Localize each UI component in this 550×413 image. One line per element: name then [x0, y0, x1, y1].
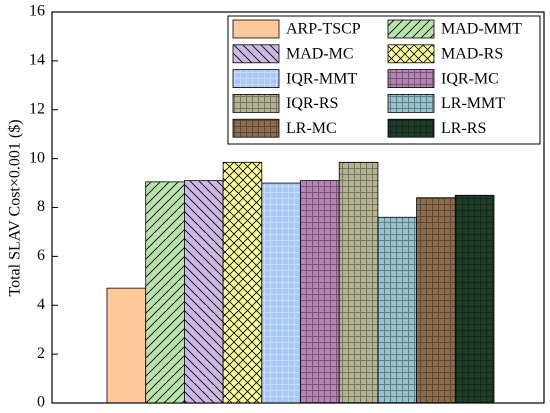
y-tick-label: 12	[29, 100, 45, 117]
y-tick-label: 14	[29, 52, 45, 69]
y-tick-label: 16	[29, 3, 45, 20]
y-tick-label: 4	[37, 296, 45, 313]
legend-swatch	[387, 94, 435, 113]
y-tick-label: 10	[29, 149, 45, 166]
bar	[261, 182, 301, 404]
legend-swatch	[232, 118, 280, 138]
plot-frame	[51, 11, 545, 404]
legend-label: MAD-MC	[286, 45, 354, 62]
legend-swatch	[387, 69, 435, 88]
legend-swatch	[232, 19, 280, 39]
bar	[454, 194, 495, 404]
legend-label: LR-MMT	[441, 95, 505, 112]
legend-swatch	[387, 19, 435, 39]
legend-box	[227, 15, 541, 145]
legend-label: MAD-RS	[441, 45, 503, 62]
bar	[222, 161, 263, 404]
y-tick-label: 0	[37, 394, 45, 411]
legend-label: IQR-MC	[441, 70, 499, 87]
legend-label: LR-RS	[441, 120, 486, 137]
bar	[416, 197, 456, 404]
legend-label: IQR-MMT	[286, 70, 357, 87]
bar	[145, 181, 185, 404]
legend-swatch	[232, 69, 280, 88]
y-tick-label: 2	[37, 345, 45, 362]
legend-label: MAD-MMT	[441, 21, 522, 38]
legend-swatch	[232, 44, 280, 64]
legend-label: ARP-TSCP	[286, 21, 361, 38]
bar	[300, 180, 340, 404]
bar	[338, 161, 379, 404]
legend-swatch	[387, 44, 435, 64]
bar	[377, 216, 417, 404]
legend-swatch	[387, 118, 435, 138]
bar	[183, 180, 224, 404]
legend-swatch	[232, 94, 280, 113]
y-axis-label: Total SLAV Cost×0.001 ($)	[7, 119, 24, 296]
legend-label: IQR-RS	[286, 95, 338, 112]
y-tick-label: 8	[37, 198, 45, 215]
legend-label: LR-MC	[286, 120, 337, 137]
y-tick-label: 6	[37, 247, 45, 264]
bar	[106, 287, 147, 404]
